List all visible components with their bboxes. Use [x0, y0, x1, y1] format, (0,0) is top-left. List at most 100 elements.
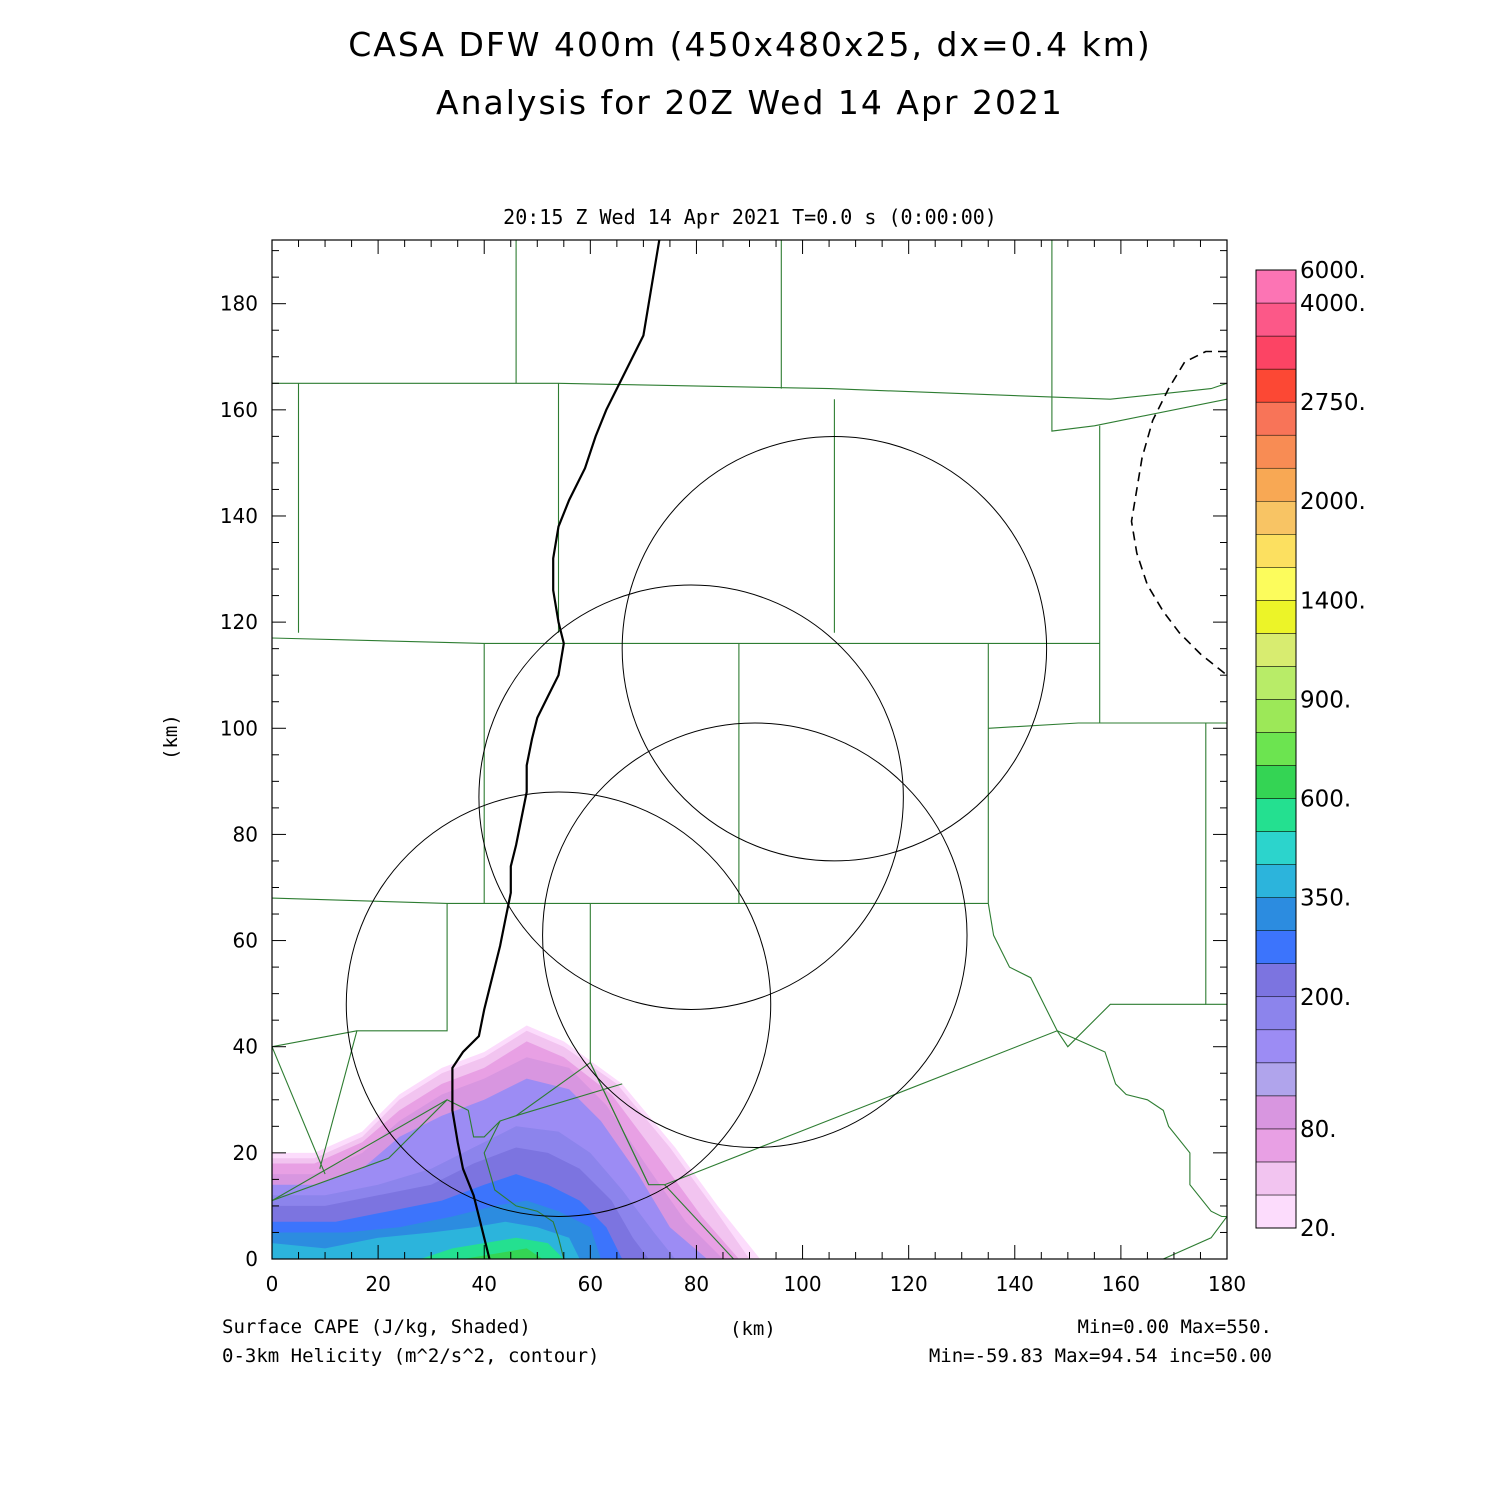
colorbar-label: 2750. — [1300, 390, 1366, 416]
colorbar-swatch — [1255, 765, 1297, 799]
colorbar-label: 6000. — [1300, 258, 1366, 284]
cape-stats: Min=0.00 Max=550. — [1077, 1316, 1272, 1338]
colorbar-swatch — [1255, 368, 1297, 403]
colorbar-swatch — [1255, 401, 1297, 436]
y-tick-label: 80 — [233, 822, 258, 846]
colorbar-swatch — [1255, 269, 1297, 304]
county-line — [272, 637, 1100, 644]
x-tick-label: 140 — [996, 1272, 1034, 1296]
x-tick-label: 100 — [783, 1272, 821, 1296]
chart-title: CASA DFW 400m (450x480x25, dx=0.4 km) — [348, 25, 1152, 64]
colorbar-swatch — [1255, 996, 1297, 1031]
helicity-contour-negative — [1130, 350, 1227, 676]
colorbar-label: 80. — [1300, 1117, 1337, 1143]
y-tick-label: 20 — [233, 1141, 258, 1165]
colorbar-swatch — [1255, 500, 1297, 535]
colorbar-swatch — [1255, 699, 1297, 733]
colorbar-swatch — [1255, 864, 1297, 898]
county-line — [272, 382, 1227, 400]
y-tick-label: 60 — [233, 929, 258, 953]
colorbar-swatch — [1255, 434, 1297, 469]
colorbar-swatch — [1255, 467, 1297, 502]
x-tick-label: 180 — [1208, 1272, 1246, 1296]
colorbar-frame — [1255, 269, 1297, 1229]
x-axis-label: (km) — [730, 1318, 776, 1340]
colorbar-swatch — [1255, 567, 1297, 601]
range-ring — [345, 791, 772, 1217]
county-line — [664, 1184, 735, 1259]
boundary-polyline — [451, 240, 661, 1259]
x-tick-label: 20 — [365, 1272, 390, 1296]
range-ring — [542, 722, 968, 1148]
county-line — [1051, 240, 1227, 432]
colorbar-swatch — [1255, 732, 1297, 766]
helicity-contours — [1130, 350, 1227, 676]
helicity-stats: Min=-59.83 Max=94.54 inc=50.00 — [928, 1345, 1272, 1367]
x-tick-label: 160 — [1102, 1272, 1140, 1296]
y-tick-label: 0 — [245, 1247, 258, 1271]
colorbar-swatch — [1255, 600, 1297, 634]
county-boundaries — [272, 240, 1227, 1259]
colorbar-swatch — [1255, 963, 1297, 998]
colorbar: 20. 80. 200. 350. 600. 900. 1400. 2000. 2750. 400… — [1255, 258, 1366, 1242]
x-tick-label: 60 — [578, 1272, 603, 1296]
x-tick-label: 80 — [684, 1272, 709, 1296]
colorbar-label: 200. — [1300, 985, 1351, 1011]
y-tick-label: 160 — [220, 398, 258, 422]
county-line — [1163, 1216, 1227, 1259]
helicity-legend-label: 0-3km Helicity (m^2/s^2, contour) — [222, 1345, 600, 1367]
cape-legend-label: Surface CAPE (J/kg, Shaded) — [222, 1316, 531, 1338]
y-tick-label: 100 — [220, 716, 258, 740]
colorbar-label: 350. — [1300, 886, 1351, 912]
county-line — [272, 1030, 358, 1048]
colorbar-swatch — [1255, 1194, 1297, 1229]
x-tick-label: 0 — [266, 1272, 279, 1296]
county-line — [589, 1003, 1206, 1186]
colorbar-swatch — [1255, 335, 1297, 370]
colorbar-swatch — [1255, 798, 1297, 832]
range-ring — [478, 584, 904, 1010]
y-tick-label: 180 — [220, 292, 258, 316]
axis-ticks: 0 20 40 60 80 100 120 140 160 180 0 20 40 60 80 100 120 1… — [220, 240, 1246, 1296]
colorbar-swatch — [1255, 1062, 1297, 1097]
y-tick-label: 140 — [220, 504, 258, 528]
colorbar-label: 1400. — [1300, 588, 1366, 614]
y-tick-label: 120 — [220, 610, 258, 634]
county-line — [987, 903, 1058, 1032]
colorbar-swatch — [1255, 1029, 1297, 1064]
colorbar-swatch — [1255, 831, 1297, 865]
colorbar-swatch — [1255, 666, 1297, 700]
range-ring — [621, 435, 1048, 862]
y-axis-label: (km) — [160, 714, 182, 760]
county-line — [319, 903, 448, 1169]
colorbar-swatch — [1255, 1161, 1297, 1196]
county-line — [1056, 1030, 1227, 1218]
colorbar-label: 900. — [1300, 687, 1351, 713]
colorbar-swatch — [1255, 1128, 1297, 1163]
county-line — [272, 897, 989, 904]
county-line — [272, 1099, 448, 1202]
county-line — [1205, 723, 1227, 1005]
cape-shading — [272, 1025, 761, 1259]
colorbar-swatch — [1255, 930, 1297, 964]
colorbar-swatch — [1255, 897, 1297, 931]
x-tick-label: 120 — [890, 1272, 928, 1296]
y-tick-label: 40 — [233, 1035, 258, 1059]
colorbar-swatch — [1255, 302, 1297, 337]
county-line — [272, 1061, 650, 1202]
radar-range-rings — [345, 435, 1048, 1217]
county-line — [483, 1120, 565, 1259]
colorbar-label: 4000. — [1300, 291, 1366, 317]
colorbar-label: 2000. — [1300, 489, 1366, 515]
county-line — [515, 1083, 623, 1117]
cape-band — [463, 1248, 543, 1259]
colorbar-label: 20. — [1300, 1216, 1337, 1242]
colorbar-swatch — [1255, 633, 1297, 667]
chart-subtitle: Analysis for 20Z Wed 14 Apr 2021 — [436, 83, 1064, 122]
x-tick-label: 40 — [471, 1272, 496, 1296]
colorbar-label: 600. — [1300, 787, 1351, 813]
valid-time-label: 20:15 Z Wed 14 Apr 2021 T=0.0 s (0:00:00… — [503, 205, 997, 229]
colorbar-swatch — [1255, 1095, 1297, 1130]
county-line — [272, 1046, 326, 1175]
